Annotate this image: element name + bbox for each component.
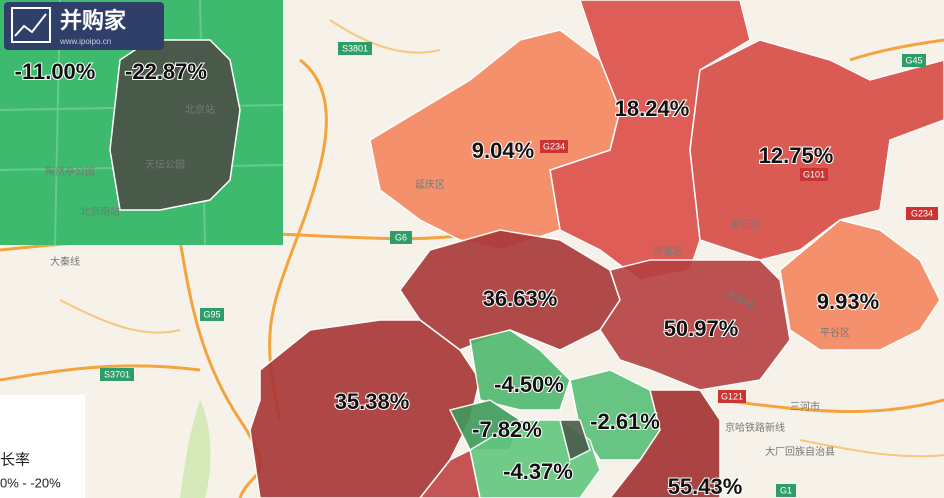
region-label: 36.63% bbox=[483, 286, 558, 311]
road-shield bbox=[338, 42, 372, 55]
place-label: 怀柔区 bbox=[653, 246, 683, 258]
road-shield-label: G121 bbox=[721, 391, 743, 401]
place-label: 三河市 bbox=[790, 400, 820, 413]
place-label: 延庆区 bbox=[415, 178, 445, 191]
place-label: 大厂回族自治县 bbox=[765, 445, 835, 458]
logo-icon bbox=[14, 13, 47, 37]
road bbox=[799, 439, 944, 458]
road-shield-label: G6 bbox=[395, 232, 407, 242]
region bbox=[419, 448, 481, 498]
region-label: 18.24% bbox=[615, 96, 690, 121]
region-label: -7.82% bbox=[472, 417, 542, 442]
inset-region bbox=[109, 39, 241, 211]
place-label: 京哈铁路新线 bbox=[725, 421, 785, 434]
region bbox=[559, 419, 591, 462]
place-label: 北京南站 bbox=[80, 205, 120, 218]
region-label: -11.00% bbox=[15, 59, 96, 84]
road bbox=[849, 38, 944, 62]
road-shield bbox=[200, 308, 224, 321]
logo-name: 并购家 bbox=[60, 8, 127, 34]
region-label: 55.43% bbox=[668, 474, 743, 498]
road-shield-label: S3801 bbox=[342, 43, 368, 53]
place-label: 平谷区 bbox=[820, 327, 850, 339]
logo-background bbox=[4, 2, 164, 50]
region bbox=[399, 229, 621, 351]
legend-item: 0% - -20% bbox=[0, 475, 61, 490]
road-shields: S3801 G45 G234 G6 G95 S3701 G101 G121 G1… bbox=[100, 42, 938, 497]
place-label: 北京站 bbox=[185, 103, 215, 116]
legend-background bbox=[0, 395, 85, 498]
road-shield-label: G101 bbox=[803, 169, 825, 179]
road bbox=[719, 398, 944, 414]
legend-title: 长率 bbox=[0, 451, 30, 469]
road bbox=[59, 299, 181, 334]
logo-icon bbox=[11, 7, 51, 43]
road bbox=[0, 364, 201, 382]
region-label: -4.50% bbox=[494, 372, 564, 397]
region-label: -4.37% bbox=[503, 459, 573, 484]
region-label: -2.61% bbox=[590, 409, 660, 434]
road bbox=[268, 58, 328, 421]
place-label: 陶然亭公园 bbox=[45, 165, 95, 178]
road-shield bbox=[100, 368, 134, 381]
road-shield bbox=[718, 390, 746, 403]
region bbox=[599, 259, 791, 391]
road-shield-label: G234 bbox=[543, 141, 565, 151]
green-area bbox=[180, 400, 211, 498]
region-label: -22.87% bbox=[125, 59, 207, 84]
legend: 长率 0% - -20% bbox=[0, 395, 85, 498]
region-label: 50.97% bbox=[664, 316, 739, 341]
region bbox=[609, 389, 721, 498]
place-label: 密云区 bbox=[730, 218, 760, 231]
place-label: 天坛公园 bbox=[145, 159, 185, 171]
region-label: 12.75% bbox=[759, 143, 834, 168]
road-shield bbox=[800, 168, 828, 181]
region-label: 9.93% bbox=[817, 289, 879, 314]
road bbox=[329, 19, 441, 54]
road-shield-label: G1 bbox=[780, 485, 792, 495]
road-shield-label: G45 bbox=[905, 55, 922, 65]
region-label: 35.38% bbox=[335, 389, 410, 414]
road-shield-label: S3701 bbox=[104, 369, 130, 379]
region bbox=[369, 29, 621, 251]
region bbox=[779, 219, 941, 351]
place-label: 大秦线 bbox=[50, 255, 80, 268]
road-shield-label: G95 bbox=[203, 309, 220, 319]
road-shield bbox=[390, 231, 412, 244]
road bbox=[178, 239, 262, 498]
road-shield bbox=[540, 140, 568, 153]
region bbox=[689, 39, 944, 261]
road-shield bbox=[776, 484, 796, 497]
logo: 并购家 www.ipoipo.cn bbox=[4, 2, 164, 50]
road-shield bbox=[902, 54, 926, 67]
road-shield bbox=[906, 207, 938, 220]
region-label: 9.04% bbox=[472, 138, 534, 163]
road-shield-label: G234 bbox=[911, 208, 933, 218]
logo-url: www.ipoipo.cn bbox=[59, 37, 111, 46]
